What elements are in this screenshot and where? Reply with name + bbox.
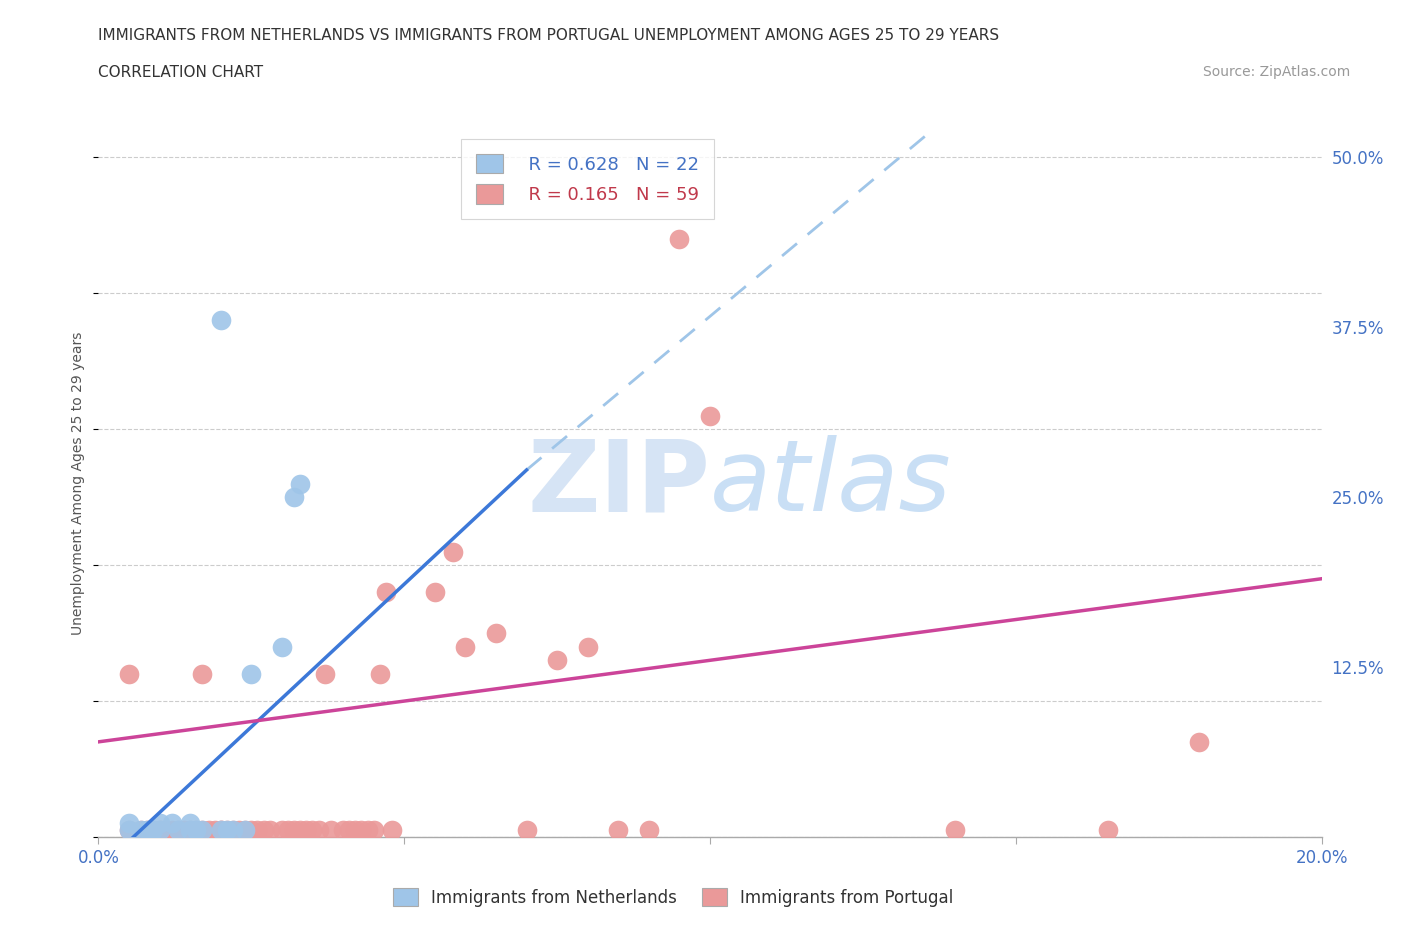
Point xyxy=(246,823,269,838)
Point xyxy=(204,823,226,838)
Point xyxy=(332,823,354,838)
Point xyxy=(283,823,305,838)
Point xyxy=(240,823,263,838)
Point xyxy=(441,544,464,559)
Point xyxy=(179,823,201,838)
Point xyxy=(356,823,378,838)
Point xyxy=(454,639,477,654)
Point xyxy=(295,823,318,838)
Point xyxy=(179,823,201,838)
Text: CORRELATION CHART: CORRELATION CHART xyxy=(98,65,263,80)
Point xyxy=(173,823,195,838)
Point xyxy=(270,823,292,838)
Point xyxy=(209,823,232,838)
Point xyxy=(136,823,159,838)
Point xyxy=(167,823,190,838)
Text: IMMIGRANTS FROM NETHERLANDS VS IMMIGRANTS FROM PORTUGAL UNEMPLOYMENT AMONG AGES : IMMIGRANTS FROM NETHERLANDS VS IMMIGRANT… xyxy=(98,28,1000,43)
Point xyxy=(252,823,274,838)
Point xyxy=(149,816,172,830)
Point xyxy=(118,823,141,838)
Point xyxy=(240,667,263,682)
Point xyxy=(209,313,232,328)
Point xyxy=(381,823,404,838)
Point xyxy=(301,823,323,838)
Point xyxy=(160,816,183,830)
Point xyxy=(233,823,256,838)
Text: Source: ZipAtlas.com: Source: ZipAtlas.com xyxy=(1202,65,1350,79)
Point xyxy=(118,816,141,830)
Point xyxy=(149,823,172,838)
Point xyxy=(160,823,183,838)
Point xyxy=(233,823,256,838)
Point xyxy=(943,823,966,838)
Point xyxy=(209,823,232,838)
Point xyxy=(191,823,214,838)
Point xyxy=(1188,735,1211,750)
Text: ZIP: ZIP xyxy=(527,435,710,532)
Point xyxy=(637,823,661,838)
Point xyxy=(186,823,208,838)
Point xyxy=(546,653,568,668)
Point xyxy=(179,816,201,830)
Point xyxy=(118,823,141,838)
Point xyxy=(142,823,165,838)
Point xyxy=(142,823,165,838)
Point xyxy=(319,823,342,838)
Point xyxy=(337,823,360,838)
Point xyxy=(290,823,312,838)
Point xyxy=(209,823,232,838)
Point xyxy=(197,823,219,838)
Point xyxy=(277,823,299,838)
Point xyxy=(374,585,396,600)
Point xyxy=(368,667,391,682)
Point xyxy=(576,639,599,654)
Point xyxy=(607,823,630,838)
Point xyxy=(129,823,152,838)
Point xyxy=(228,823,250,838)
Point xyxy=(699,408,721,423)
Point xyxy=(149,823,172,838)
Point xyxy=(118,667,141,682)
Point xyxy=(290,476,312,491)
Point xyxy=(1097,823,1119,838)
Point xyxy=(344,823,367,838)
Point xyxy=(191,667,214,682)
Point xyxy=(283,490,305,505)
Point xyxy=(222,823,245,838)
Point xyxy=(191,823,214,838)
Point xyxy=(668,232,690,246)
Point xyxy=(149,823,172,838)
Point xyxy=(363,823,385,838)
Point xyxy=(259,823,281,838)
Point xyxy=(270,639,292,654)
Y-axis label: Unemployment Among Ages 25 to 29 years: Unemployment Among Ages 25 to 29 years xyxy=(72,332,86,635)
Point xyxy=(314,667,336,682)
Point xyxy=(155,823,177,838)
Text: atlas: atlas xyxy=(710,435,952,532)
Point xyxy=(167,823,190,838)
Point xyxy=(129,823,152,838)
Point xyxy=(222,823,245,838)
Point xyxy=(136,823,159,838)
Point xyxy=(186,823,208,838)
Point xyxy=(350,823,373,838)
Point xyxy=(215,823,238,838)
Point xyxy=(308,823,330,838)
Point xyxy=(423,585,446,600)
Legend: Immigrants from Netherlands, Immigrants from Portugal: Immigrants from Netherlands, Immigrants … xyxy=(387,882,960,913)
Point xyxy=(215,823,238,838)
Point xyxy=(485,626,508,641)
Point xyxy=(516,823,538,838)
